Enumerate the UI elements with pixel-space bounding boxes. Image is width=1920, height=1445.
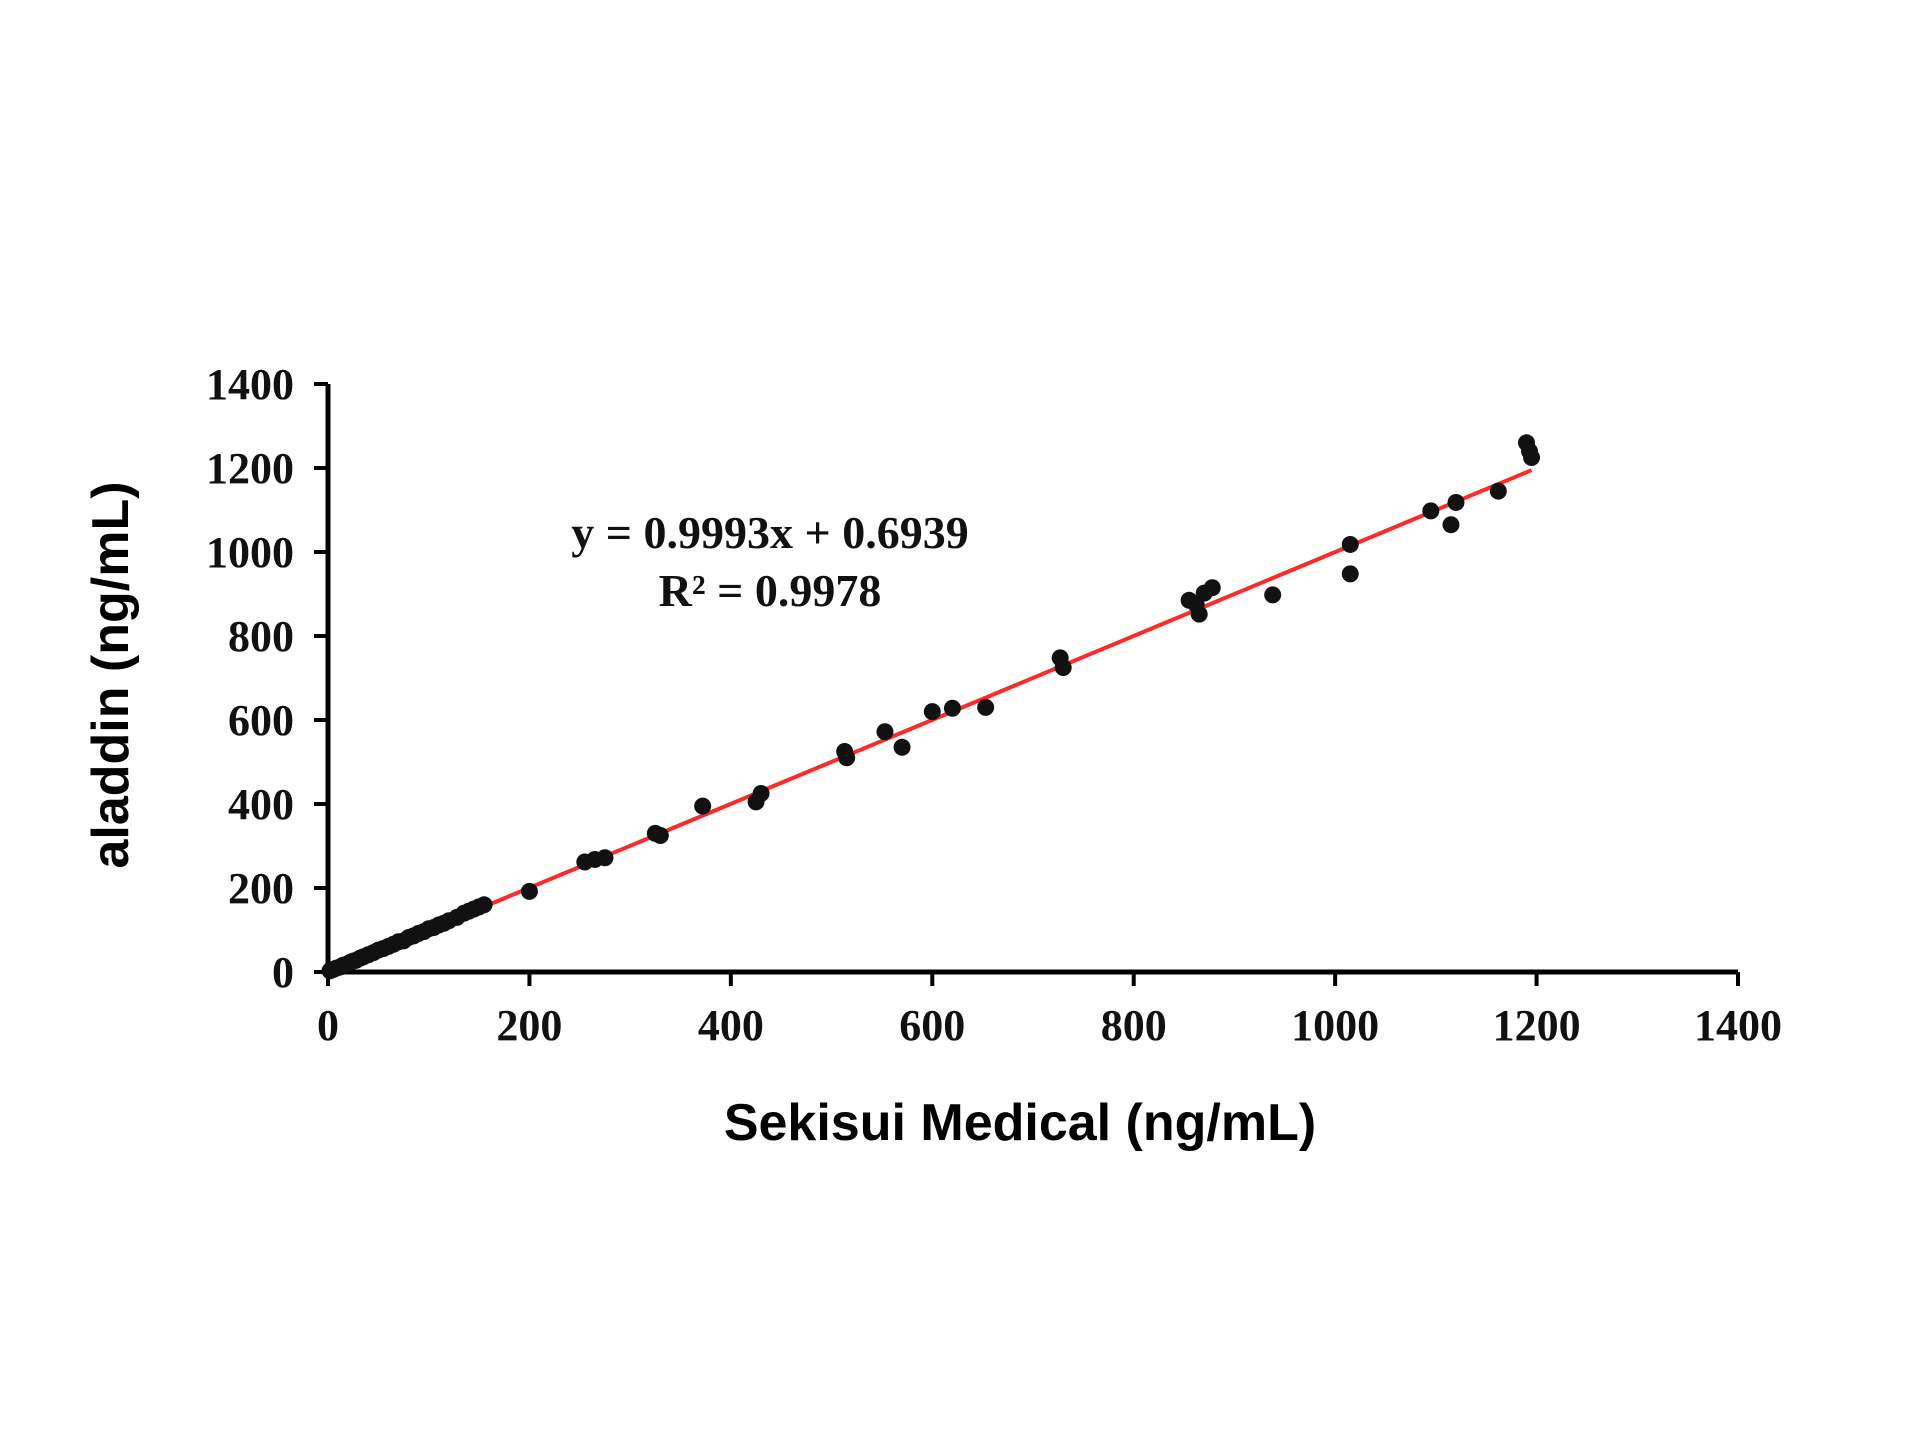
x-tick-label: 800: [1101, 1001, 1167, 1050]
x-tick-label: 600: [899, 1001, 965, 1050]
y-tick-label: 1000: [206, 528, 294, 577]
data-point: [651, 827, 669, 844]
data-point: [694, 797, 712, 815]
r-squared-label: R² = 0.9978: [659, 565, 882, 616]
x-tick-label: 1200: [1493, 1001, 1581, 1050]
data-point: [596, 849, 614, 867]
data-point: [1341, 565, 1359, 583]
ticks-layer: 0 200 400 600 800 1000 1200 1400 0 200 400 600 800 10…: [206, 360, 1782, 1050]
x-tick-label: 200: [496, 1001, 562, 1050]
data-point: [752, 785, 770, 802]
y-axis-title: aladdin (ng/mL): [82, 481, 140, 868]
y-tick-label: 1200: [206, 444, 294, 493]
data-point: [1190, 605, 1208, 623]
data-point: [977, 698, 995, 716]
data-point: [475, 896, 493, 914]
data-point: [1341, 535, 1359, 553]
x-tick-label: 1400: [1694, 1001, 1782, 1050]
points-layer: [321, 434, 1541, 980]
data-point: [943, 699, 961, 717]
data-point: [838, 749, 856, 767]
data-point: [1203, 579, 1221, 597]
y-tick-label: 600: [228, 696, 294, 745]
x-tick-label: 400: [698, 1001, 764, 1050]
data-point: [1489, 482, 1507, 500]
data-point: [923, 703, 941, 721]
data-point: [1264, 586, 1282, 604]
data-point: [876, 723, 894, 741]
data-point: [520, 882, 538, 900]
data-point: [1054, 659, 1072, 676]
data-point: [893, 738, 911, 756]
x-tick-label: 0: [317, 1001, 339, 1050]
y-tick-label: 800: [228, 612, 294, 661]
data-point: [1442, 516, 1460, 534]
data-point: [1422, 502, 1440, 520]
x-axis-title: Sekisui Medical (ng/mL): [724, 1094, 1316, 1152]
data-point: [1523, 449, 1541, 466]
axes-layer: [325, 384, 1738, 975]
y-tick-label: 200: [228, 864, 294, 913]
x-tick-label: 1000: [1291, 1001, 1379, 1050]
data-point: [1447, 493, 1465, 511]
y-tick-label: 1400: [206, 360, 294, 409]
regression-equation: y = 0.9993x + 0.6939: [571, 507, 968, 558]
y-tick-label: 400: [228, 780, 294, 829]
y-tick-label: 0: [272, 948, 294, 997]
